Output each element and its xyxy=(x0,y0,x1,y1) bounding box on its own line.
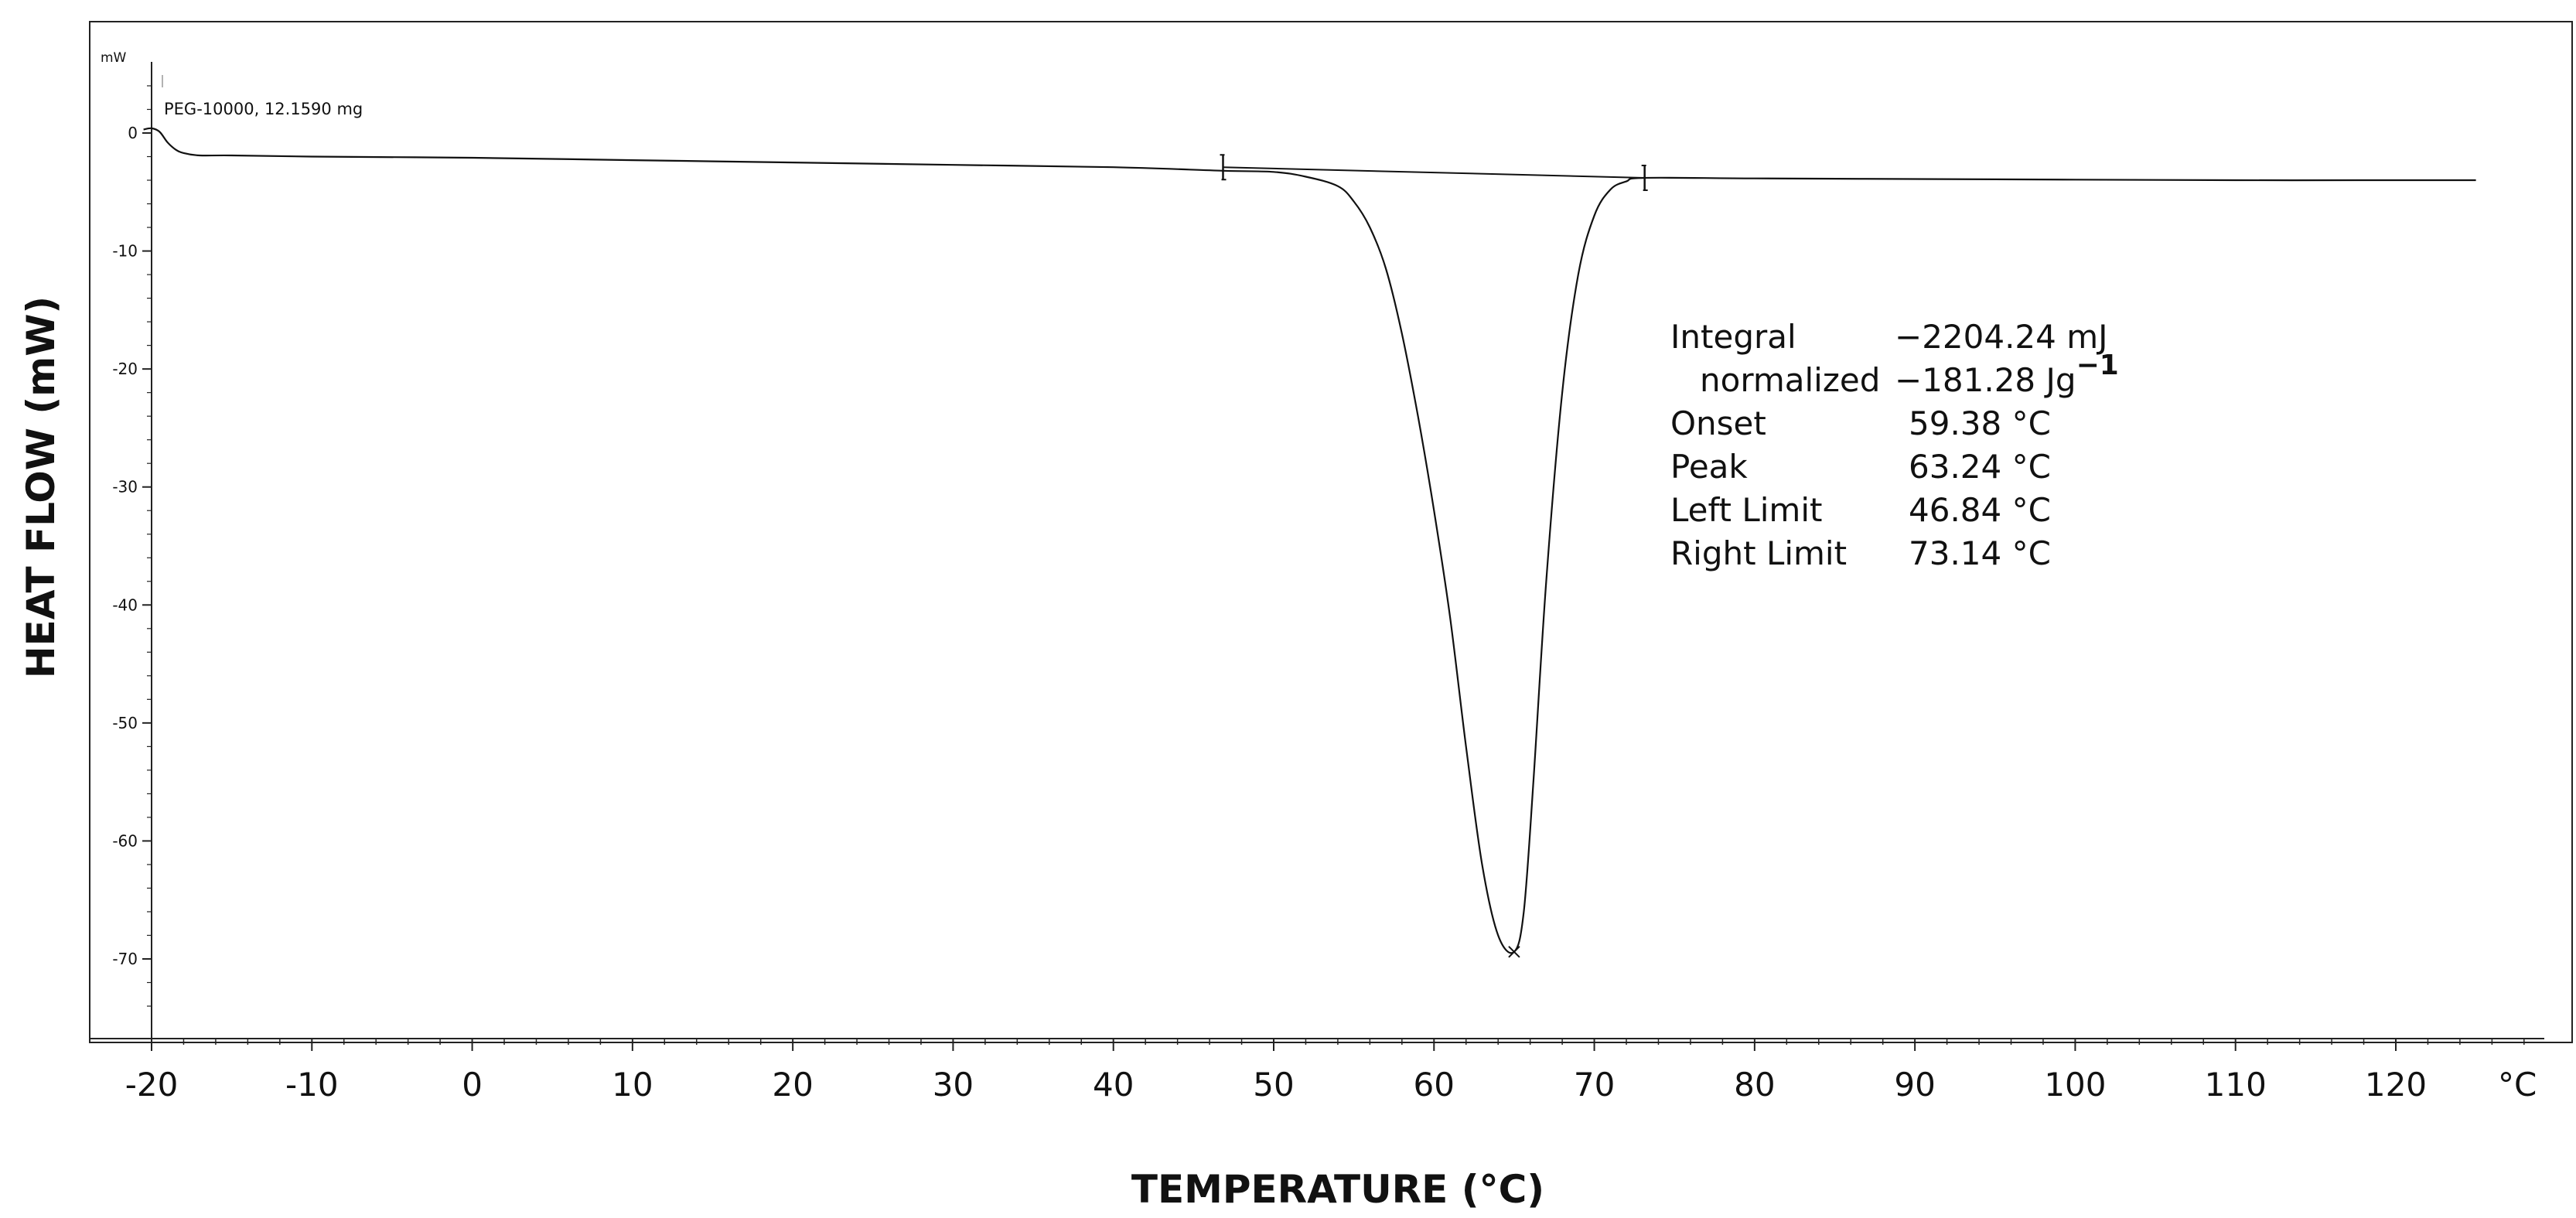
x-axis-title: TEMPERATURE (°C) xyxy=(1131,1167,1544,1212)
x-tick-label: -20 xyxy=(125,1066,179,1104)
result-label-normalized: normalized xyxy=(1700,361,1880,399)
x-tick-label: 40 xyxy=(1093,1066,1134,1104)
y-tick-label: -20 xyxy=(112,360,138,378)
x-ticks: -20 -10 0 10 20 30 40 50 60 70 80 90 100 110 120 xyxy=(125,1039,2525,1104)
plot-frame xyxy=(89,21,2573,1043)
y-tick-label: -40 xyxy=(112,595,138,614)
x-tick-label: 110 xyxy=(2205,1066,2267,1104)
result-value-integral: −2204.24 mJ xyxy=(1895,318,2108,356)
x-tick-label: -10 xyxy=(285,1066,339,1104)
x-tick-label: 90 xyxy=(1894,1066,1935,1104)
y-ticks: 0 -10 -20 -30 -40 -50 -60 -70 xyxy=(112,85,152,1007)
y-tick-label: -10 xyxy=(112,242,138,261)
result-value-peak: 63.24 °C xyxy=(1909,448,2051,486)
x-tick-label: 120 xyxy=(2365,1066,2427,1104)
result-value-normalized-main: −181.28 Jg xyxy=(1895,361,2076,399)
result-value-left-limit: 46.84 °C xyxy=(1909,491,2051,529)
result-value-onset: 59.38 °C xyxy=(1909,404,2051,442)
series-line xyxy=(143,127,2476,954)
result-label-onset: Onset xyxy=(1670,404,1766,442)
x-tick-label: 30 xyxy=(933,1066,974,1104)
series-layer xyxy=(143,127,2476,954)
x-tick-label: 20 xyxy=(772,1066,813,1104)
result-value-normalized-sup: −1 xyxy=(2076,350,2119,381)
results-table: Integral −2204.24 mJ normalized −181.28 … xyxy=(1670,318,2119,572)
x-tick-label: 70 xyxy=(1574,1066,1615,1104)
x-unit-label: °C xyxy=(2498,1066,2537,1104)
x-tick-label: 80 xyxy=(1734,1066,1775,1104)
y-tick-label: 0 xyxy=(128,124,138,142)
x-tick-label: 50 xyxy=(1253,1066,1294,1104)
y-unit-label: mW xyxy=(101,50,127,66)
y-tick-label: -50 xyxy=(112,714,138,732)
x-tick-label: 100 xyxy=(2044,1066,2106,1104)
x-tick-label: 10 xyxy=(612,1066,653,1104)
x-tick-label: 60 xyxy=(1414,1066,1455,1104)
y-tick-label: -30 xyxy=(112,478,138,496)
result-label-peak: Peak xyxy=(1670,448,1748,486)
result-value-right-limit: 73.14 °C xyxy=(1909,534,2051,572)
result-value-normalized: −181.28 Jg−1 xyxy=(1895,350,2119,399)
y-axis-title: HEAT FLOW (mW) xyxy=(19,296,63,679)
sample-label: PEG-10000, 12.1590 mg xyxy=(164,100,363,118)
x-tick-label: 0 xyxy=(462,1066,483,1104)
result-label-right-limit: Right Limit xyxy=(1670,534,1847,572)
y-tick-label: -70 xyxy=(112,950,138,968)
peak-marker xyxy=(1508,946,1520,958)
result-label-integral: Integral xyxy=(1670,318,1796,356)
y-tick-label: -60 xyxy=(112,831,138,850)
result-label-left-limit: Left Limit xyxy=(1670,491,1823,529)
marker-layer xyxy=(1220,154,1648,958)
integration-baseline xyxy=(1223,166,1645,179)
